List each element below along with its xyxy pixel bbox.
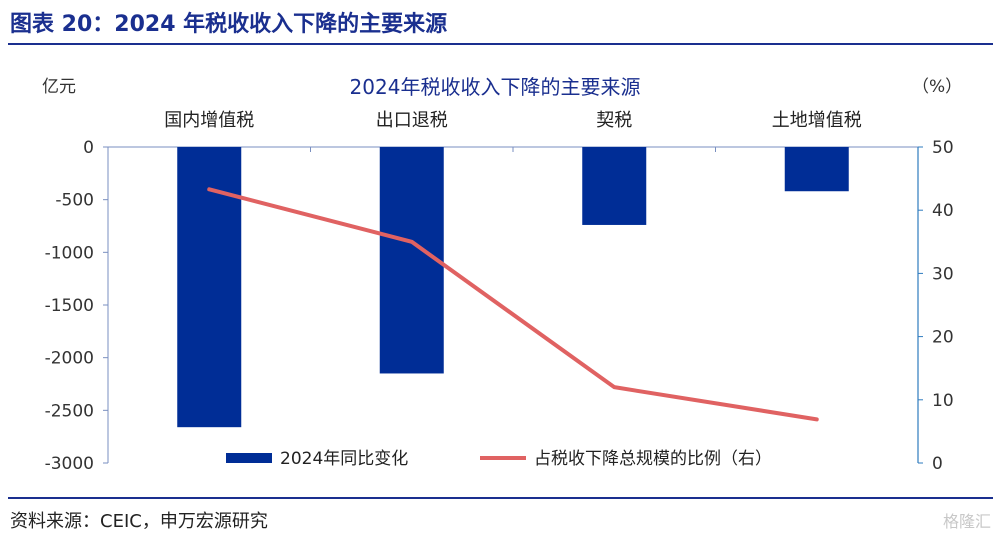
legend-bar-swatch	[226, 453, 272, 463]
left-tick-label: -1000	[45, 243, 94, 263]
right-tick-label: 20	[932, 328, 954, 348]
right-tick-label: 50	[932, 138, 954, 158]
chart: 2024年税收收入下降的主要来源 亿元 （%） 0 -500 -1000 -1500 -…	[42, 75, 962, 474]
category-label: 国内增值税	[164, 110, 254, 131]
plot-area: 0 -500 -1000 -1500 -2000 -2500 -3000 50 40 30 20 10…	[45, 110, 954, 474]
chart-title: 2024年税收收入下降的主要来源	[350, 75, 641, 99]
source-rule	[8, 497, 993, 499]
right-tick-label: 0	[932, 454, 943, 474]
title-rule	[8, 43, 993, 45]
bar	[582, 147, 647, 225]
bar	[379, 147, 444, 374]
bar	[784, 147, 849, 192]
share-line	[207, 187, 819, 422]
right-tick-label: 30	[932, 264, 954, 284]
category-label: 出口退税	[376, 110, 448, 131]
left-tick-label: -500	[55, 191, 94, 211]
figure-title: 图表 20：2024 年税收收入下降的主要来源	[10, 12, 448, 37]
left-tick-label: -2000	[45, 349, 94, 369]
left-tick-label: 0	[83, 138, 94, 158]
left-tick-label: -1500	[45, 296, 94, 316]
left-tick-label: -3000	[45, 454, 94, 474]
source-note: 资料来源：CEIC，申万宏源研究	[10, 511, 268, 532]
legend-bar-label: 2024年同比变化	[280, 449, 408, 469]
watermark: 格隆汇	[942, 512, 991, 531]
category-label: 契税	[596, 110, 632, 131]
legend-line-label: 占税收下降总规模的比例（右）	[534, 449, 772, 469]
right-tick-label: 40	[932, 201, 954, 221]
right-axis-unit: （%）	[912, 77, 962, 97]
right-tick-label: 10	[932, 391, 954, 411]
left-tick-label: -2500	[45, 401, 94, 421]
category-label: 土地增值税	[772, 110, 862, 131]
left-axis-unit: 亿元	[42, 77, 76, 97]
